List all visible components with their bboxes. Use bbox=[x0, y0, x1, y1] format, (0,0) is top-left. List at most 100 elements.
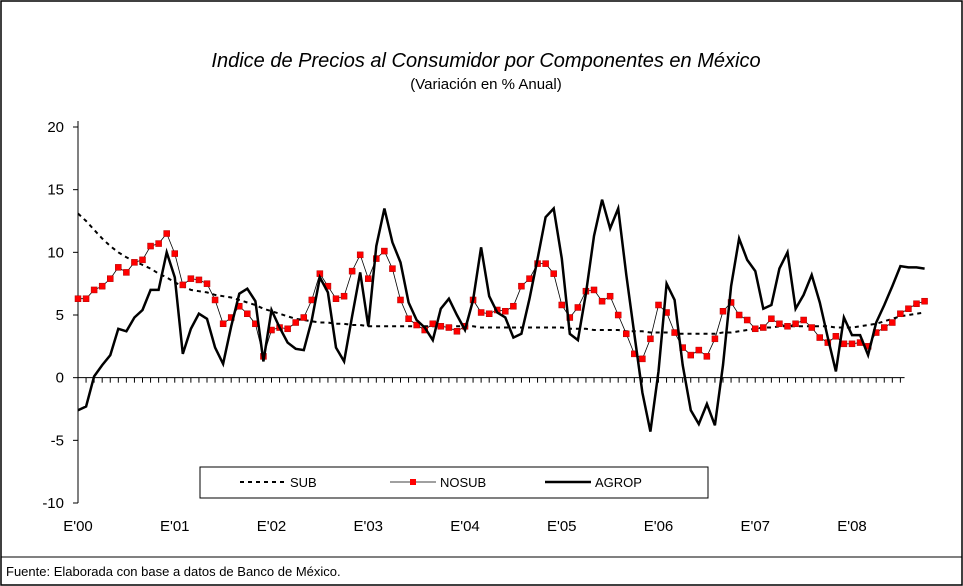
marker bbox=[179, 281, 187, 289]
marker bbox=[74, 295, 82, 302]
marker bbox=[881, 324, 888, 331]
marker bbox=[776, 320, 783, 328]
marker bbox=[123, 269, 130, 276]
marker bbox=[131, 259, 138, 266]
marker bbox=[90, 286, 98, 294]
marker bbox=[921, 297, 928, 305]
marker bbox=[413, 321, 420, 329]
marker bbox=[695, 346, 703, 354]
marker bbox=[98, 282, 106, 290]
marker bbox=[219, 320, 227, 328]
marker bbox=[187, 275, 195, 282]
marker bbox=[639, 355, 646, 363]
marker bbox=[752, 325, 759, 333]
marker bbox=[792, 320, 799, 328]
marker bbox=[381, 247, 388, 255]
marker bbox=[913, 300, 920, 307]
marker bbox=[760, 324, 767, 331]
x-tick-label: E'03 bbox=[353, 518, 383, 535]
marker bbox=[115, 264, 122, 271]
chart-subtitle: (Variación en % Anual) bbox=[410, 76, 561, 93]
chart-title: Indice de Precios al Consumidor por Comp… bbox=[211, 50, 760, 72]
marker bbox=[389, 265, 396, 272]
marker bbox=[598, 297, 606, 305]
marker bbox=[163, 230, 170, 237]
marker bbox=[558, 301, 565, 309]
y-tick-label: 10 bbox=[47, 244, 64, 261]
x-tick-label: E'07 bbox=[740, 518, 770, 535]
marker bbox=[647, 335, 654, 343]
marker bbox=[800, 316, 807, 324]
x-tick-label: E'04 bbox=[450, 518, 480, 535]
y-tick-label: 20 bbox=[47, 119, 64, 136]
marker bbox=[655, 301, 662, 309]
marker bbox=[840, 340, 848, 348]
series-line bbox=[77, 212, 925, 335]
x-tick-label: E'02 bbox=[257, 518, 287, 535]
x-tick-label: E'00 bbox=[63, 518, 93, 535]
marker bbox=[768, 315, 775, 323]
marker bbox=[614, 311, 622, 319]
legend-label: NOSUB bbox=[440, 475, 486, 490]
marker bbox=[889, 319, 896, 326]
marker bbox=[671, 329, 678, 336]
marker bbox=[405, 315, 412, 323]
marker bbox=[897, 310, 904, 317]
marker bbox=[510, 302, 517, 310]
marker bbox=[687, 351, 694, 359]
marker bbox=[477, 309, 485, 316]
marker bbox=[211, 296, 219, 304]
marker bbox=[743, 316, 751, 324]
marker bbox=[82, 295, 90, 302]
marker bbox=[107, 275, 114, 282]
marker bbox=[147, 242, 154, 250]
y-tick-label: -5 bbox=[51, 432, 64, 449]
marker bbox=[832, 333, 840, 340]
y-tick-label: -10 bbox=[42, 495, 64, 512]
marker bbox=[332, 295, 340, 302]
marker bbox=[348, 267, 356, 275]
x-tick-label: E'06 bbox=[644, 518, 674, 535]
marker bbox=[502, 307, 509, 315]
marker bbox=[445, 324, 453, 331]
marker bbox=[518, 282, 525, 290]
y-tick-label: 5 bbox=[56, 307, 64, 324]
marker bbox=[437, 323, 445, 330]
marker bbox=[284, 325, 291, 333]
marker bbox=[550, 270, 557, 277]
marker bbox=[711, 335, 719, 343]
marker bbox=[300, 314, 307, 321]
marker bbox=[719, 307, 727, 315]
marker bbox=[816, 334, 823, 341]
marker bbox=[606, 292, 614, 300]
marker bbox=[542, 260, 549, 267]
marker bbox=[365, 275, 372, 282]
marker bbox=[727, 299, 735, 306]
series-line bbox=[77, 199, 925, 432]
marker bbox=[905, 305, 912, 312]
y-tick-label: 15 bbox=[47, 182, 64, 199]
y-tick-label: 0 bbox=[56, 370, 64, 387]
marker bbox=[203, 280, 211, 287]
marker bbox=[397, 296, 404, 304]
marker bbox=[623, 330, 630, 338]
marker bbox=[155, 240, 162, 247]
marker bbox=[429, 320, 436, 328]
marker bbox=[292, 319, 299, 326]
marker bbox=[784, 323, 791, 330]
x-tick-label: E'01 bbox=[160, 518, 190, 535]
marker bbox=[308, 296, 316, 304]
marker bbox=[340, 292, 348, 300]
marker bbox=[574, 304, 582, 311]
marker bbox=[590, 286, 598, 294]
marker bbox=[703, 353, 711, 360]
legend-label: SUB bbox=[290, 475, 317, 490]
marker bbox=[808, 324, 815, 331]
marker bbox=[195, 276, 203, 284]
source-note: Fuente: Elaborada con base a datos de Ba… bbox=[6, 564, 341, 579]
marker bbox=[735, 311, 743, 319]
marker bbox=[356, 251, 364, 259]
marker bbox=[485, 310, 493, 317]
